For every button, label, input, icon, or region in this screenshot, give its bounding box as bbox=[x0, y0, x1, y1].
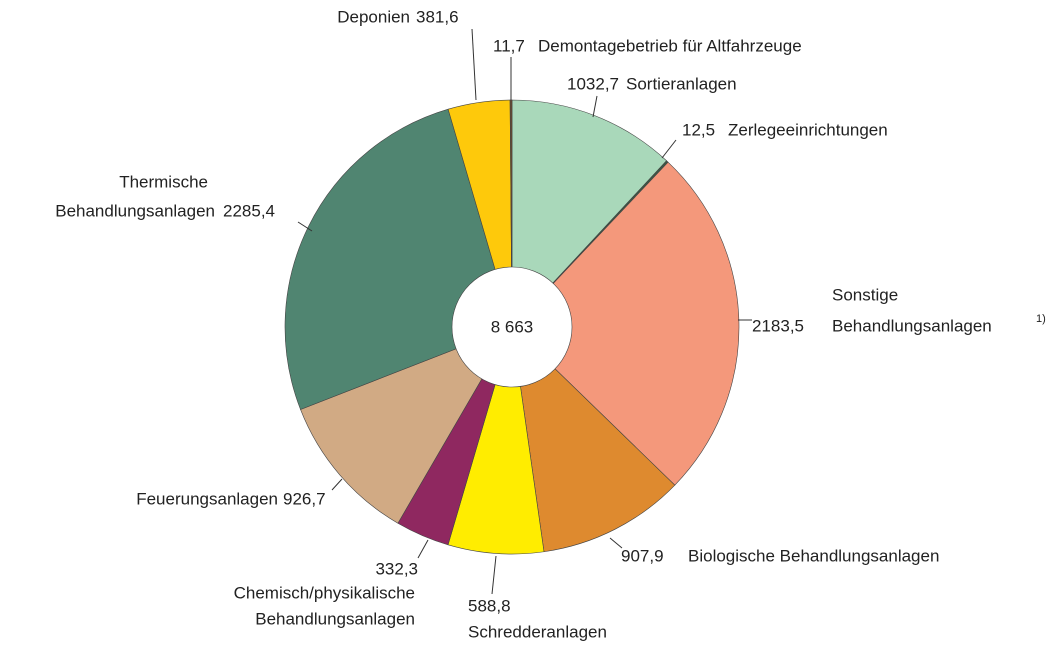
category-label: Biologische Behandlungsanlagen bbox=[688, 546, 939, 565]
leader-line bbox=[331, 478, 343, 491]
category-label: Zerlegeeinrichtungen bbox=[728, 120, 888, 139]
category-label: Sortieranlagen bbox=[626, 74, 737, 93]
value-label: 926,7 bbox=[283, 489, 326, 508]
value-label: 1032,7 bbox=[567, 74, 619, 93]
category-label: Demontagebetrieb für Altfahrzeuge bbox=[538, 36, 802, 55]
footnote-mark: 1) bbox=[1036, 313, 1046, 325]
category-label: Behandlungsanlagen bbox=[255, 609, 415, 628]
value-label: 2183,5 bbox=[752, 316, 804, 335]
category-label: Chemisch/physikalische bbox=[234, 583, 415, 602]
category-label: Schredderanlagen bbox=[468, 622, 607, 641]
value-label: 2285,4 bbox=[223, 201, 275, 220]
value-label: 11,7 bbox=[493, 36, 525, 55]
slice bbox=[511, 161, 740, 486]
category-label: Behandlungsanlagen bbox=[832, 316, 992, 335]
center-label: 8 663 bbox=[491, 317, 534, 336]
category-label: Thermische bbox=[119, 172, 208, 191]
category-label: Behandlungsanlagen bbox=[55, 201, 215, 220]
slice bbox=[511, 99, 667, 328]
value-label: 588,8 bbox=[468, 596, 511, 615]
category-label: Sonstige bbox=[832, 285, 898, 304]
leader-line bbox=[471, 28, 477, 101]
donut-hole bbox=[451, 266, 573, 388]
slice bbox=[511, 326, 676, 553]
leader-line bbox=[491, 555, 497, 595]
category-label: Feuerungsanlagen bbox=[136, 489, 278, 508]
leader-line bbox=[417, 539, 429, 559]
value-label: 12,5 bbox=[682, 120, 715, 139]
value-label: 381,6 bbox=[416, 7, 459, 26]
leader-line bbox=[661, 139, 677, 159]
leader-line bbox=[592, 95, 598, 118]
category-label: Deponien bbox=[337, 7, 410, 26]
leader-line bbox=[609, 537, 623, 549]
value-label: 332,3 bbox=[375, 559, 418, 578]
leader-line bbox=[297, 221, 313, 232]
slice bbox=[300, 326, 513, 524]
value-label: 907,9 bbox=[621, 546, 664, 565]
